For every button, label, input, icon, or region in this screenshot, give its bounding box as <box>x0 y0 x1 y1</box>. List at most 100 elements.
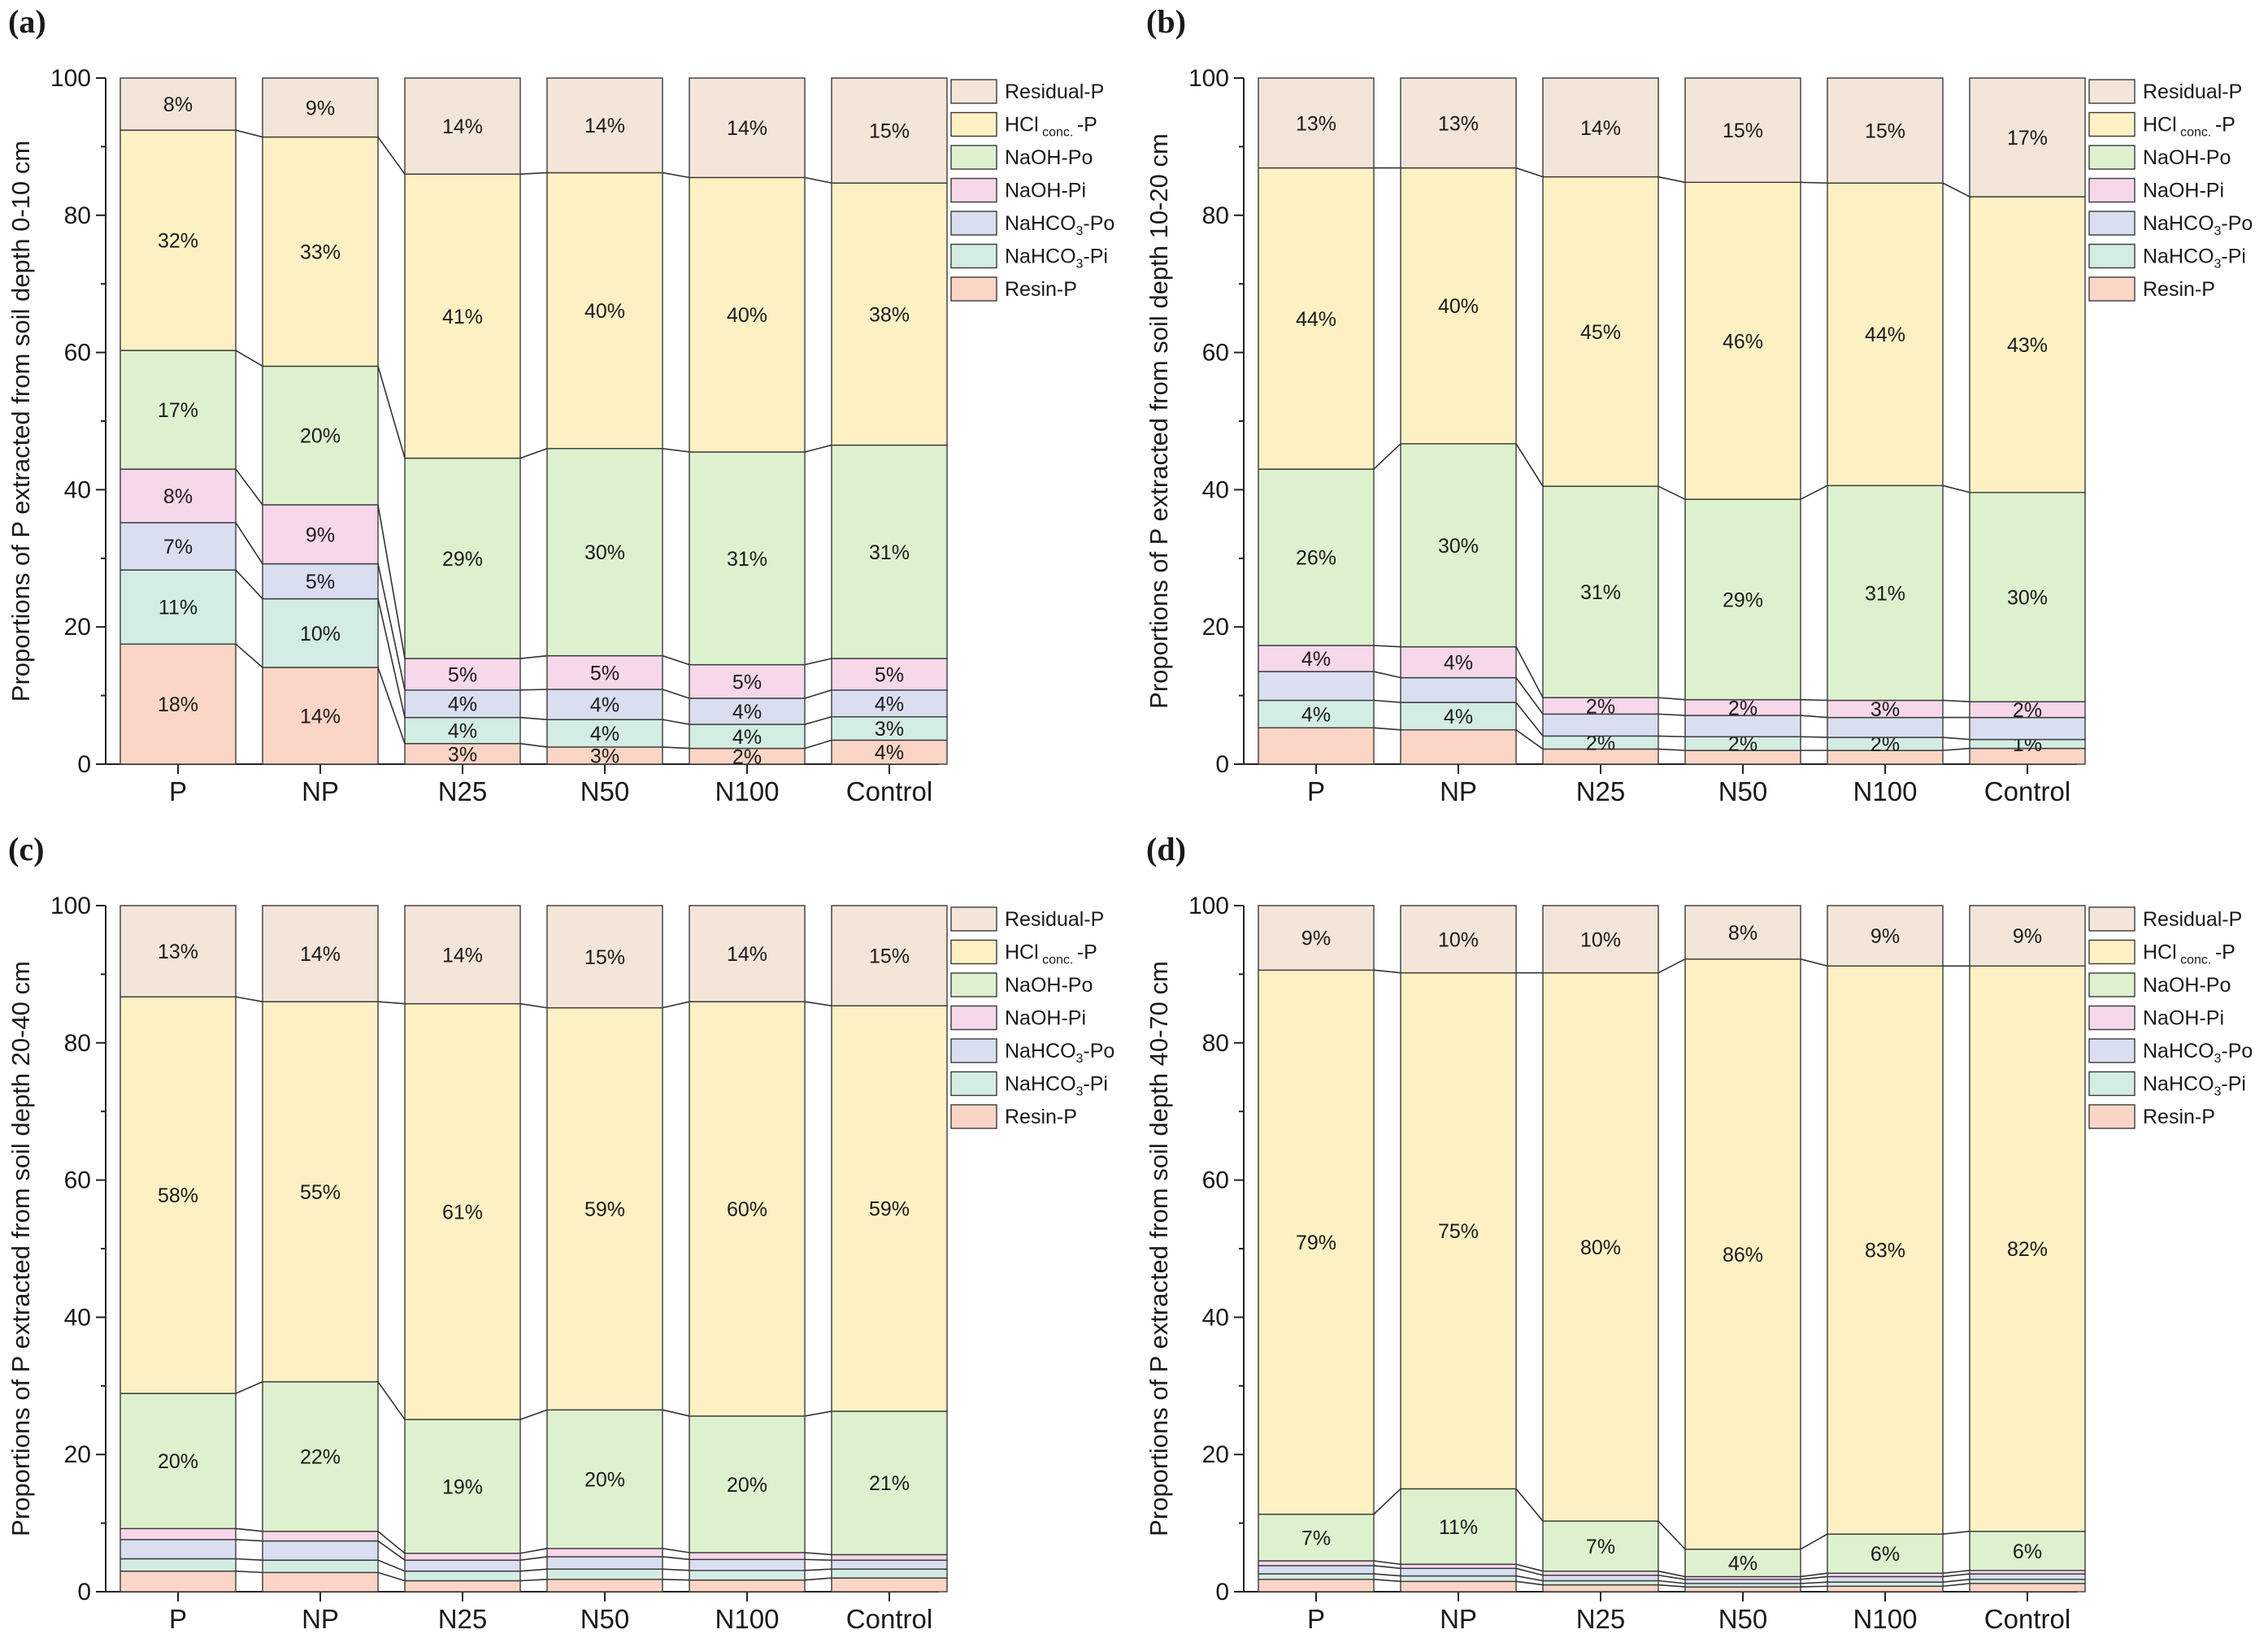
connector-line <box>377 667 406 744</box>
legend-label: NaOH-Pi <box>1005 1007 1086 1030</box>
y-tick-label: 100 <box>50 65 91 92</box>
connector-line <box>1658 748 1686 751</box>
bar-segment-residual-p-p <box>1258 905 1375 971</box>
connector-line <box>1942 485 1970 493</box>
bar-segment-resin-p-n100 <box>689 1579 806 1593</box>
connector-line <box>1800 1533 1828 1550</box>
data-label: 3% <box>1870 698 1900 721</box>
data-label: 13% <box>158 941 198 963</box>
data-label: 4% <box>1301 703 1331 726</box>
bar-segment-naoh-po-n50 <box>1684 498 1801 701</box>
legend-swatch <box>2088 1005 2135 1031</box>
x-tick-label: N100 <box>715 1604 780 1634</box>
data-label: 14% <box>727 117 767 140</box>
data-label: 5% <box>306 571 335 593</box>
data-label: 31% <box>1865 582 1905 605</box>
x-tick-label: N50 <box>580 1604 630 1634</box>
data-label: 75% <box>1438 1220 1479 1243</box>
x-tick-label: N25 <box>1576 776 1626 806</box>
panel-letter: (b) <box>1146 3 1186 40</box>
bar-segment-nahco3-po-np <box>262 563 379 600</box>
bar-segment-naoh-pi-p <box>119 1527 237 1541</box>
y-tick-label: 40 <box>64 1304 91 1331</box>
x-tick-label: P <box>169 1604 187 1634</box>
data-label: 4% <box>732 701 762 724</box>
y-tick-label: 100 <box>1188 893 1229 919</box>
connector-line <box>235 1381 263 1394</box>
connector-line <box>519 172 548 175</box>
connector-line <box>1658 697 1686 701</box>
legend-swatch <box>950 79 997 104</box>
legend-label: Residual-P <box>1005 908 1104 931</box>
connector-line <box>1658 1520 1686 1550</box>
y-tick-label: 80 <box>64 1030 91 1057</box>
bar-segment-residual-p-p <box>119 905 237 997</box>
legend-swatch <box>2088 939 2135 965</box>
data-label: 7% <box>163 536 193 558</box>
data-label: 43% <box>2007 334 2048 357</box>
connector-line <box>1800 1581 1828 1584</box>
connector-line <box>377 1571 406 1582</box>
y-tick-label: 0 <box>1215 751 1229 778</box>
x-tick-label: NP <box>302 776 339 806</box>
legend: Residual-P HCl conc. -P NaOH-Po NaOH-Pi NaHC… <box>950 79 1114 302</box>
legend-label: HCl conc. -P <box>2143 941 2235 967</box>
data-label: 15% <box>584 946 625 969</box>
connector-line <box>235 643 263 668</box>
connector-line <box>1515 677 1544 715</box>
legend-label: NaOH-Po <box>2143 974 2231 997</box>
bar-segment-naoh-pi-np <box>262 504 379 565</box>
bar-segment-nahco3-po-n50 <box>1684 715 1801 737</box>
bar-segment-residual-p-n50 <box>546 905 663 1009</box>
connector-line <box>1373 1488 1401 1515</box>
legend-label: NaOH-Po <box>1005 146 1093 169</box>
bar-segment-naoh-po-n100 <box>1827 1533 1944 1574</box>
bar-segment-hclconc-p-p <box>1258 969 1375 1515</box>
connector-line <box>1658 713 1686 716</box>
bar-segment-hclconc-p-n100 <box>1827 965 1944 1535</box>
data-label: 17% <box>2007 127 2048 150</box>
connector-line <box>1942 1579 1970 1583</box>
x-tick-label: N50 <box>1718 776 1768 806</box>
data-label: 9% <box>306 97 335 120</box>
legend-swatch <box>2088 211 2135 236</box>
legend-swatch <box>2088 243 2135 269</box>
legend-label: NaOH-Pi <box>2143 180 2224 202</box>
y-tick-label: 0 <box>77 1579 91 1606</box>
data-label: 8% <box>1728 922 1757 945</box>
x-tick-label: N100 <box>1853 776 1918 806</box>
bar-segment-residual-p-np <box>262 77 379 138</box>
connector-line <box>1373 727 1401 731</box>
connector-line <box>235 1570 263 1574</box>
legend-swatch <box>950 276 997 302</box>
bar-segment-nahco3-po-p <box>1258 671 1375 702</box>
bar-segment-naoh-po-np <box>262 365 379 506</box>
data-label: 22% <box>300 1446 341 1469</box>
data-label: 2% <box>1586 695 1615 718</box>
data-label: 8% <box>163 485 193 508</box>
legend-label: NaHCO3-Pi <box>1005 246 1108 272</box>
data-label: 4% <box>1444 706 1473 728</box>
data-label: 30% <box>1438 535 1479 558</box>
bar-segment-hclconc-p-n50 <box>546 1007 663 1411</box>
bar-segment-resin-p-n25 <box>1542 1584 1659 1593</box>
connector-line <box>1942 1573 1970 1578</box>
y-tick-label: 60 <box>64 340 91 367</box>
panel-letter: (c) <box>8 831 44 867</box>
legend-swatch <box>2088 1071 2135 1097</box>
connector-line <box>1658 958 1686 974</box>
connector-line <box>377 598 406 718</box>
data-label: 14% <box>300 943 341 966</box>
connector-line <box>804 1410 832 1417</box>
bar-segment-residual-p-n100 <box>689 905 806 1002</box>
bar-segment-naoh-po-n25 <box>1542 485 1659 698</box>
bar-segment-naoh-po-np <box>262 1381 379 1532</box>
data-label: 14% <box>584 115 625 137</box>
legend-label: NaHCO3-Po <box>2143 212 2253 238</box>
y-tick-label: 0 <box>77 751 91 778</box>
data-label: 15% <box>869 120 910 143</box>
bar-segment-nahco3-po-np <box>1400 676 1517 703</box>
data-label: 4% <box>875 741 904 764</box>
data-label: 13% <box>1296 112 1336 135</box>
